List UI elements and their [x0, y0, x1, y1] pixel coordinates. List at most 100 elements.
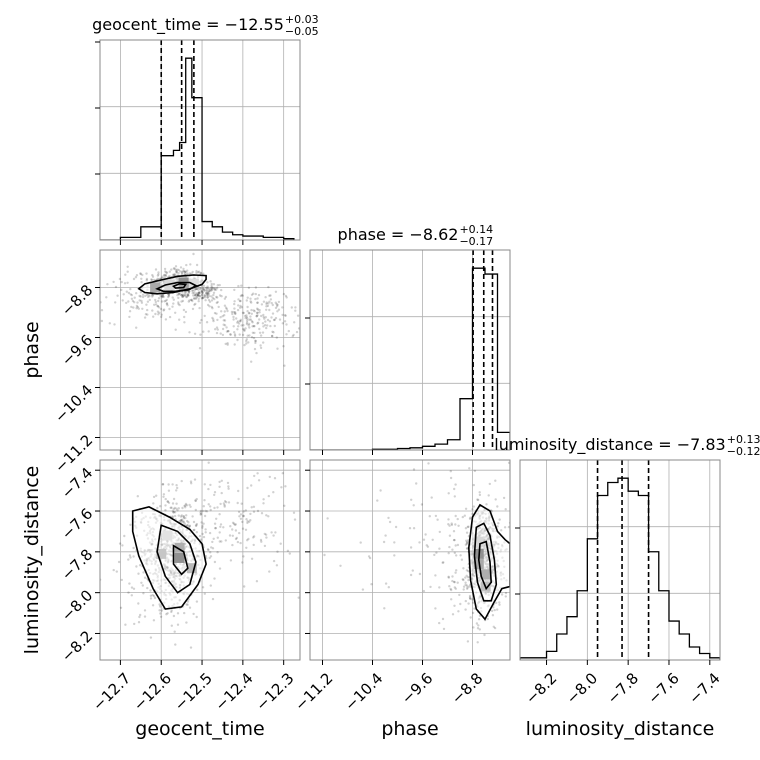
- scatter-point: [262, 498, 265, 501]
- scatter-point: [165, 298, 168, 302]
- scatter-point: [192, 520, 196, 524]
- scatter-point: [173, 511, 177, 514]
- scatter-point: [170, 506, 173, 509]
- scatter-point: [244, 327, 247, 330]
- scatter-point: [157, 297, 161, 300]
- histogram-bin: [679, 634, 689, 660]
- scatter-point: [189, 505, 192, 508]
- scatter-point: [205, 292, 208, 295]
- scatter-point: [465, 539, 468, 542]
- scatter-point: [223, 500, 227, 503]
- scatter-point: [259, 344, 262, 347]
- scatter-point: [136, 305, 139, 309]
- scatter-point: [263, 324, 267, 327]
- histogram-bin: [448, 440, 461, 450]
- scatter-point: [211, 296, 215, 300]
- scatter-point: [253, 325, 256, 328]
- scatter-point: [237, 284, 240, 288]
- scatter-point: [269, 298, 273, 301]
- scatter-point: [245, 314, 248, 317]
- scatter-point: [181, 294, 185, 298]
- scatter-point: [469, 597, 472, 601]
- scatter-point: [249, 300, 252, 303]
- scatter-point: [448, 545, 451, 549]
- scatter-point: [249, 297, 252, 300]
- scatter-point: [214, 526, 217, 530]
- scatter-point: [185, 514, 188, 517]
- scatter-point: [188, 525, 191, 528]
- scatter-point: [140, 299, 143, 303]
- scatter-point: [367, 555, 371, 558]
- scatter-point: [472, 483, 475, 487]
- scatter-point: [236, 501, 239, 505]
- scatter-point: [160, 296, 163, 299]
- scatter-point: [447, 576, 450, 579]
- scatter-point: [177, 268, 180, 272]
- scatter-point: [184, 291, 188, 294]
- scatter-point: [118, 277, 122, 281]
- scatter-point: [173, 267, 176, 270]
- scatter-point: [141, 307, 144, 310]
- scatter-point: [359, 541, 362, 544]
- panel-pair-geocent_time-phase: [95, 249, 325, 455]
- scatter-point: [246, 310, 249, 313]
- scatter-point: [176, 623, 180, 626]
- scatter-point: [511, 574, 513, 576]
- histogram-bin: [173, 150, 179, 240]
- scatter-point: [262, 315, 265, 319]
- scatter-point: [434, 574, 437, 577]
- scatter-point: [174, 265, 178, 268]
- scatter-point: [295, 330, 299, 334]
- x-tick-label: −8.2: [522, 669, 560, 707]
- scatter-point: [130, 297, 134, 300]
- histogram-bin: [638, 495, 648, 660]
- scatter-point: [194, 524, 198, 527]
- scatter-point: [210, 299, 214, 302]
- scatter-point: [323, 320, 325, 322]
- scatter-point: [339, 564, 342, 567]
- scatter-point: [188, 606, 192, 609]
- scatter-point: [223, 319, 227, 322]
- scatter-point: [168, 270, 171, 273]
- scatter-point: [207, 548, 210, 552]
- scatter-point: [223, 297, 227, 300]
- histogram-bin: [669, 621, 679, 660]
- scatter-point: [191, 289, 194, 293]
- scatter-point: [227, 330, 230, 333]
- scatter-point: [270, 301, 273, 305]
- scatter-point: [465, 542, 468, 546]
- scatter-point: [218, 480, 221, 484]
- scatter-point: [249, 315, 252, 318]
- scatter-point: [270, 334, 274, 338]
- scatter-point: [204, 299, 207, 302]
- scatter-point: [465, 574, 468, 577]
- scatter-point: [149, 597, 153, 600]
- scatter-point: [213, 577, 216, 580]
- title-median: −12.55: [225, 15, 284, 34]
- scatter-point: [468, 517, 472, 520]
- scatter-point: [206, 291, 210, 295]
- scatter-point: [261, 322, 265, 325]
- scatter-point: [408, 527, 412, 530]
- scatter-point: [441, 561, 444, 564]
- scatter-point: [159, 612, 162, 615]
- scatter-point: [411, 569, 414, 572]
- scatter-point: [144, 294, 147, 298]
- scatter-point: [229, 333, 232, 336]
- title-median: −8.62: [409, 225, 458, 244]
- scatter-point: [113, 323, 116, 326]
- scatter-point: [201, 297, 204, 300]
- scatter-point: [170, 268, 173, 271]
- scatter-point: [471, 512, 474, 516]
- scatter-point: [140, 281, 143, 284]
- scatter-point: [209, 555, 213, 558]
- scatter-point: [255, 314, 258, 318]
- scatter-point: [207, 287, 211, 291]
- scatter-point: [138, 299, 141, 302]
- scatter-point: [275, 564, 279, 567]
- scatter-point: [246, 521, 249, 525]
- histogram-bin: [700, 654, 710, 660]
- scatter-point: [189, 480, 193, 483]
- scatter-point: [225, 307, 228, 311]
- scatter-point: [507, 525, 510, 529]
